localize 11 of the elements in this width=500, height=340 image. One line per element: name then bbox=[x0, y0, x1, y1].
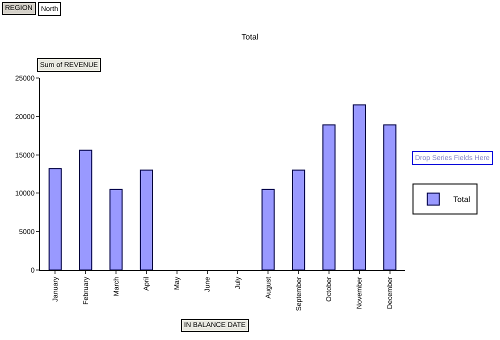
bar bbox=[262, 188, 275, 270]
bar bbox=[292, 170, 306, 270]
bar bbox=[140, 170, 154, 270]
bar bbox=[79, 150, 92, 270]
bar bbox=[352, 104, 366, 270]
chart-title: Total bbox=[242, 32, 259, 42]
bar bbox=[322, 124, 336, 270]
bar bbox=[109, 188, 123, 270]
bar bbox=[383, 124, 396, 270]
bar bbox=[48, 168, 62, 270]
legend-label: Total bbox=[453, 195, 470, 204]
